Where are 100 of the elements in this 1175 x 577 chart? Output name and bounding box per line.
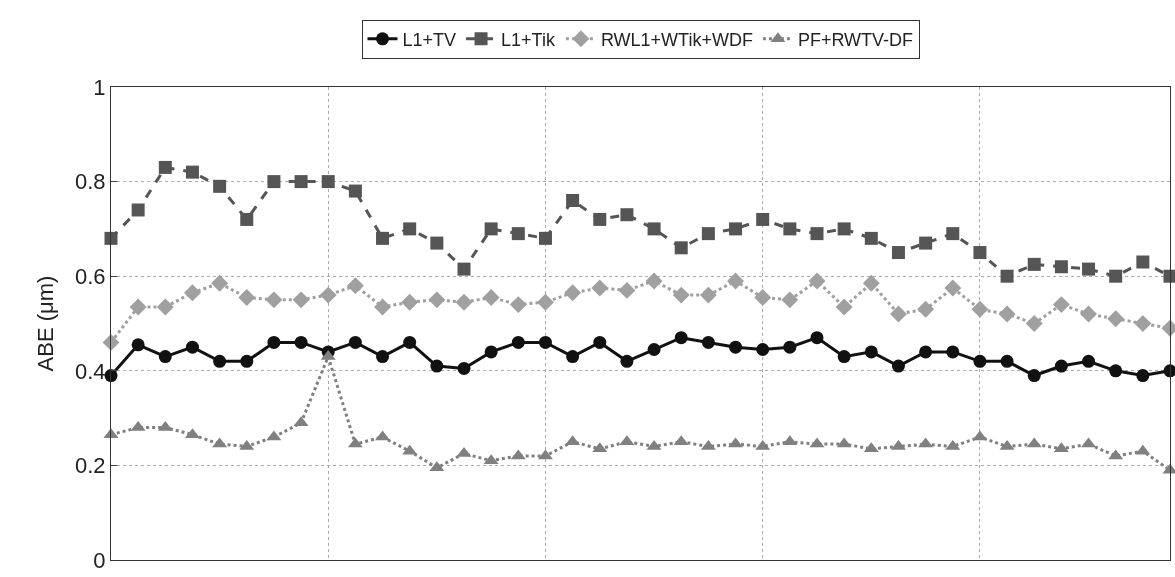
point — [457, 262, 471, 276]
point — [104, 231, 118, 245]
point — [647, 343, 661, 357]
point — [1025, 315, 1043, 332]
legend-label: L1+Tik — [501, 29, 556, 50]
point — [267, 335, 281, 349]
y-tick-label: 0.4 — [75, 358, 106, 384]
point — [240, 354, 254, 368]
legend-label: RWL1+WTik+WDF — [600, 29, 753, 50]
point — [672, 286, 690, 304]
point — [213, 354, 227, 368]
point — [1163, 364, 1175, 378]
point — [430, 236, 444, 250]
point — [482, 289, 500, 306]
point — [944, 279, 962, 297]
point — [156, 298, 174, 316]
point — [158, 160, 172, 174]
y-tick-label: 0.2 — [75, 453, 106, 479]
point — [1052, 296, 1070, 314]
point — [1136, 369, 1150, 383]
point — [428, 291, 446, 309]
point — [919, 345, 933, 359]
point — [455, 293, 473, 311]
point — [971, 300, 989, 318]
point — [699, 286, 717, 304]
point — [484, 345, 498, 359]
point — [484, 222, 498, 236]
point — [837, 350, 851, 364]
point — [1136, 255, 1150, 269]
point — [238, 289, 256, 306]
point — [102, 333, 120, 351]
point — [973, 354, 987, 368]
point — [129, 298, 147, 316]
point — [321, 175, 335, 189]
point — [185, 340, 199, 354]
point — [185, 165, 199, 179]
point — [946, 227, 960, 241]
legend-label: L1+TV — [402, 29, 457, 50]
point — [864, 231, 878, 245]
point — [729, 340, 743, 354]
point — [754, 289, 772, 306]
point — [891, 359, 905, 373]
point — [538, 231, 552, 245]
point — [376, 350, 390, 364]
point — [346, 277, 364, 295]
point — [1109, 269, 1123, 283]
point — [890, 305, 907, 323]
point — [891, 246, 905, 260]
point — [1082, 354, 1096, 368]
point — [1082, 262, 1096, 276]
point — [294, 175, 308, 189]
point — [729, 222, 743, 236]
point — [374, 298, 391, 316]
point — [674, 241, 688, 255]
point — [509, 296, 527, 314]
point — [131, 338, 145, 352]
point — [537, 293, 554, 311]
point — [538, 335, 552, 349]
point — [566, 194, 580, 208]
point — [783, 222, 797, 236]
point — [265, 291, 283, 309]
point — [292, 291, 310, 309]
point — [1109, 364, 1123, 378]
point — [647, 222, 661, 236]
y-axis-title: ABE (μm) — [32, 275, 58, 372]
point — [756, 212, 770, 226]
point — [620, 208, 634, 222]
point — [401, 293, 419, 311]
point — [564, 284, 582, 302]
point — [645, 272, 663, 290]
point — [917, 300, 935, 318]
point — [919, 236, 933, 250]
point — [783, 340, 797, 354]
point — [1000, 269, 1014, 283]
point — [348, 335, 362, 349]
y-tick-label: 0.6 — [75, 263, 106, 289]
point — [430, 359, 444, 373]
point — [781, 291, 799, 309]
point — [862, 274, 880, 292]
point — [104, 369, 118, 383]
point — [756, 343, 770, 357]
y-tick-label: 0 — [93, 547, 106, 573]
point — [973, 246, 987, 260]
point — [1134, 315, 1152, 332]
point — [1027, 257, 1041, 271]
point — [1107, 310, 1125, 328]
point — [1080, 305, 1097, 323]
point — [213, 179, 227, 193]
point — [1054, 359, 1068, 373]
point — [946, 345, 960, 359]
point — [158, 350, 172, 364]
point — [267, 175, 281, 189]
point — [620, 354, 634, 368]
point — [864, 345, 878, 359]
point — [184, 284, 201, 302]
point — [211, 274, 229, 292]
point — [294, 335, 308, 349]
point — [593, 335, 607, 349]
point — [1054, 260, 1068, 274]
point — [808, 272, 826, 290]
